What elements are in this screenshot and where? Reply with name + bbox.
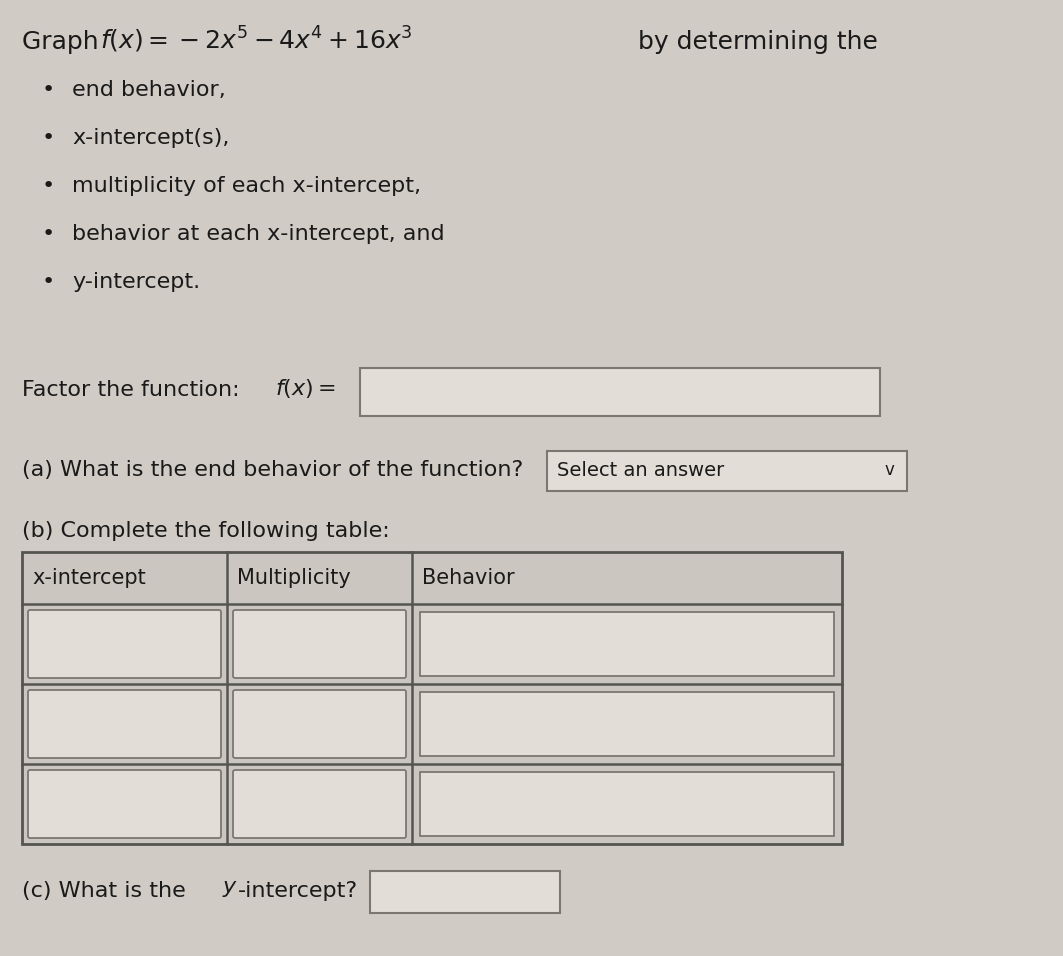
FancyBboxPatch shape bbox=[28, 690, 221, 758]
FancyBboxPatch shape bbox=[233, 690, 406, 758]
Text: -intercept?: -intercept? bbox=[238, 881, 358, 901]
Text: v: v bbox=[815, 716, 825, 731]
Text: v: v bbox=[815, 796, 825, 812]
Text: $y$: $y$ bbox=[222, 879, 238, 899]
Text: (b) Complete the following table:: (b) Complete the following table: bbox=[22, 521, 390, 541]
Text: end behavior,: end behavior, bbox=[72, 80, 225, 100]
Text: •: • bbox=[43, 176, 55, 196]
Text: •: • bbox=[43, 272, 55, 292]
Text: x-intercept: x-intercept bbox=[32, 568, 146, 588]
Text: Select an answer: Select an answer bbox=[431, 635, 597, 654]
FancyBboxPatch shape bbox=[233, 770, 406, 838]
Text: (a) What is the end behavior of the function?: (a) What is the end behavior of the func… bbox=[22, 460, 523, 480]
Text: •: • bbox=[43, 128, 55, 148]
Text: Select an answer: Select an answer bbox=[431, 794, 597, 814]
Text: y-intercept.: y-intercept. bbox=[72, 272, 200, 292]
FancyBboxPatch shape bbox=[360, 368, 880, 416]
FancyBboxPatch shape bbox=[28, 610, 221, 678]
Text: $f(x) =$: $f(x) =$ bbox=[275, 377, 336, 400]
Text: behavior at each x-intercept, and: behavior at each x-intercept, and bbox=[72, 224, 444, 244]
Text: v: v bbox=[815, 637, 825, 651]
Text: x-intercept(s),: x-intercept(s), bbox=[72, 128, 230, 148]
Text: (c) What is the: (c) What is the bbox=[22, 881, 192, 901]
Text: v: v bbox=[884, 461, 894, 479]
FancyBboxPatch shape bbox=[420, 612, 834, 676]
Text: •: • bbox=[43, 80, 55, 100]
Text: Factor the function:: Factor the function: bbox=[22, 380, 247, 400]
FancyBboxPatch shape bbox=[370, 871, 560, 913]
FancyBboxPatch shape bbox=[420, 692, 834, 756]
Text: by determining the: by determining the bbox=[630, 30, 878, 54]
Text: Multiplicity: Multiplicity bbox=[237, 568, 351, 588]
Text: Select an answer: Select an answer bbox=[557, 461, 724, 480]
Text: Behavior: Behavior bbox=[422, 568, 514, 588]
Text: Graph: Graph bbox=[22, 30, 106, 54]
FancyBboxPatch shape bbox=[28, 770, 221, 838]
Text: $f(x) = -2x^5 - 4x^4 + 16x^3$: $f(x) = -2x^5 - 4x^4 + 16x^3$ bbox=[100, 25, 412, 55]
Text: multiplicity of each x-intercept,: multiplicity of each x-intercept, bbox=[72, 176, 421, 196]
FancyBboxPatch shape bbox=[233, 610, 406, 678]
FancyBboxPatch shape bbox=[420, 772, 834, 836]
FancyBboxPatch shape bbox=[547, 451, 907, 491]
FancyBboxPatch shape bbox=[22, 552, 842, 844]
Text: Select an answer: Select an answer bbox=[431, 714, 597, 733]
Text: •: • bbox=[43, 224, 55, 244]
